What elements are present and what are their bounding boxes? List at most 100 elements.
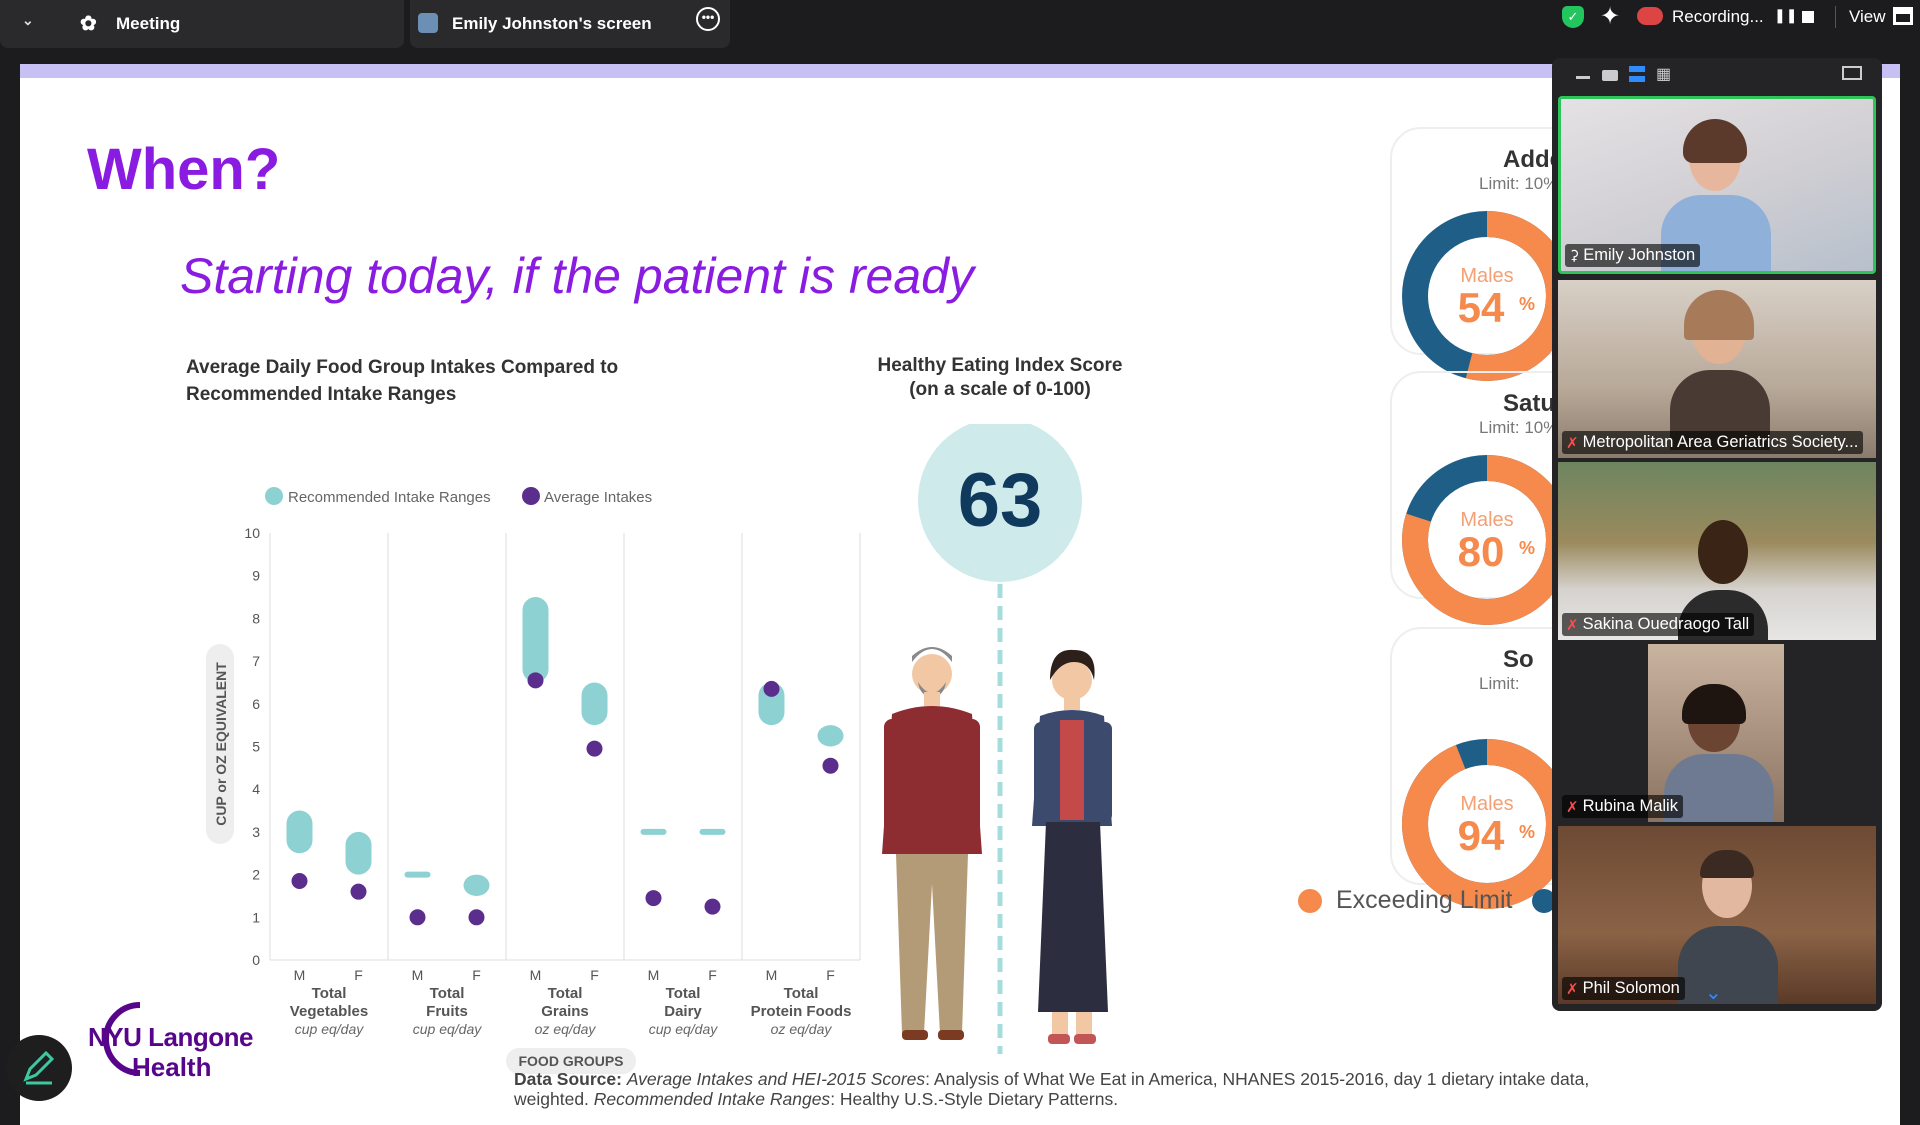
group-label: Total xyxy=(312,985,347,1002)
source-italic2: Recommended Intake Ranges xyxy=(593,1089,831,1109)
recommended-range-bar xyxy=(345,831,372,875)
mic-muted-icon: ✗ xyxy=(1566,616,1579,634)
average-intake-dot xyxy=(586,740,603,757)
participant-video xyxy=(1678,850,1778,1004)
donut-sex-label: Males xyxy=(1460,793,1513,815)
chevron-down-icon[interactable]: ⌄ xyxy=(22,12,34,28)
ai-companion-sparkle-icon[interactable]: ✦ xyxy=(1599,2,1621,30)
sex-label: F xyxy=(472,967,481,983)
group-label: Vegetables xyxy=(290,1003,368,1020)
donut-percent-sign: % xyxy=(1519,538,1535,558)
donut-value: 80 xyxy=(1458,528,1505,575)
stop-recording-icon[interactable] xyxy=(1802,11,1814,23)
video-panel-controls: ▦ xyxy=(1552,58,1882,92)
participant-video xyxy=(1670,290,1770,450)
participant-name: ✗ Metropolitan Area Geriatrics Society... xyxy=(1562,431,1864,454)
view-grid-icon[interactable] xyxy=(1893,7,1913,25)
pencil-icon xyxy=(23,1050,55,1085)
participant-name: ✗ Sakina Ouedraogo Tall xyxy=(1562,613,1755,636)
recommended-range-bar xyxy=(640,828,667,835)
more-options-icon[interactable]: ••• xyxy=(696,7,720,31)
legend-exceeding-limit: Exceeding Limit xyxy=(1298,886,1557,915)
security-shield-icon[interactable]: ✓ xyxy=(1562,6,1584,28)
average-intake-dot xyxy=(291,873,308,890)
slide-header-band xyxy=(20,64,1900,78)
group-label: Protein Foods xyxy=(751,1003,852,1020)
average-intake-dot xyxy=(468,909,485,926)
average-intake-dot xyxy=(350,883,367,900)
strip-view-icon[interactable] xyxy=(1629,66,1645,82)
nyu-langone-logo xyxy=(103,1002,141,1076)
group-label: Fruits xyxy=(426,1003,468,1020)
meeting-toolbar: ⌄ ✿ Meeting Emily Johnston's screen ••• … xyxy=(0,0,1920,48)
participant-name: ✗ Rubina Malik xyxy=(1562,795,1683,818)
participant-tile[interactable]: ✗ Sakina Ouedraogo Tall xyxy=(1558,462,1876,640)
donut-title: So xyxy=(1503,646,1534,673)
chart-title-line1: Average Daily Food Group Intakes Compare… xyxy=(186,357,619,378)
participant-tile[interactable]: ✗ Metropolitan Area Geriatrics Society... xyxy=(1558,280,1876,458)
recommended-range-bar xyxy=(286,810,313,854)
average-intake-dot xyxy=(822,757,839,774)
mic-muted-icon: ✗ xyxy=(1566,798,1579,816)
man-illustration xyxy=(882,647,982,1040)
sex-label: M xyxy=(648,967,660,983)
y-tick-label: 1 xyxy=(252,909,260,925)
legend-average-swatch xyxy=(522,487,540,505)
scroll-down-icon[interactable]: ⌄ xyxy=(1705,982,1722,1004)
participant-tile[interactable]: ✗ Rubina Malik xyxy=(1558,644,1876,822)
chart-title: Average Daily Food Group Intakes Compare… xyxy=(186,354,706,408)
y-tick-label: 6 xyxy=(252,696,260,712)
average-intake-dot xyxy=(763,680,780,697)
slide-heading: When? xyxy=(87,137,281,202)
y-tick-label: 2 xyxy=(252,867,260,883)
average-intake-dot xyxy=(409,909,426,926)
participant-tile[interactable]: ⚳ Emily Johnston xyxy=(1558,96,1876,274)
pause-recording-icon[interactable]: ❚❚ xyxy=(1774,7,1798,23)
source-text1: : Analysis of What We Eat in America, NH… xyxy=(514,1069,1590,1109)
y-tick-label: 4 xyxy=(252,781,260,797)
speaker-view-icon[interactable] xyxy=(1602,70,1618,81)
legend-average-label: Average Intakes xyxy=(544,489,652,506)
group-unit: cup eq/day xyxy=(649,1021,718,1037)
meeting-label: Meeting xyxy=(116,14,181,33)
legend-range-swatch xyxy=(265,487,283,505)
sex-label: M xyxy=(766,967,778,983)
group-label: Total xyxy=(784,985,819,1002)
popout-icon[interactable] xyxy=(1842,66,1862,80)
group-label: Dairy xyxy=(664,1003,702,1020)
exceeding-limit-swatch xyxy=(1298,888,1322,913)
y-tick-label: 5 xyxy=(252,739,260,755)
donut-value: 54 xyxy=(1458,284,1505,331)
mic-muted-icon: ✗ xyxy=(1566,434,1579,452)
recommended-range-bar xyxy=(404,871,431,878)
pin-icon: ⚳ xyxy=(1569,247,1580,263)
gallery-view-icon[interactable]: ▦ xyxy=(1656,66,1672,83)
screen-share-tab[interactable]: Emily Johnston's screen ••• xyxy=(410,0,730,48)
annotate-button[interactable] xyxy=(6,1035,72,1101)
participant-video xyxy=(1648,644,1784,822)
donut-card xyxy=(1390,371,1595,599)
view-button[interactable]: View xyxy=(1849,7,1886,26)
hei-title-line1: Healthy Eating Index Score xyxy=(877,355,1123,376)
sex-label: F xyxy=(590,967,599,983)
group-unit: oz eq/day xyxy=(535,1021,597,1037)
hei-figure: 63 xyxy=(882,424,1112,1054)
donut-limit: Limit: 10% xyxy=(1479,418,1558,437)
participant-name: ✗ Phil Solomon xyxy=(1562,977,1685,1000)
sex-label: M xyxy=(294,967,306,983)
y-tick-label: 8 xyxy=(252,610,260,626)
donut-sex-label: Males xyxy=(1460,509,1513,531)
minimize-icon[interactable] xyxy=(1576,76,1590,79)
participant-tile[interactable]: ✗ Phil Solomon xyxy=(1558,826,1876,1004)
video-panel: ▦ ⚳ Emily Johnston ✗ Metropolitan Area Ger… xyxy=(1552,58,1882,1011)
y-tick-label: 3 xyxy=(252,824,260,840)
source-italic1: Average Intakes and HEI-2015 Scores xyxy=(626,1069,926,1089)
recommended-range-bar xyxy=(581,682,608,726)
chart-title-line2: Recommended Intake Ranges xyxy=(186,384,457,405)
mic-muted-icon: ✗ xyxy=(1566,980,1579,998)
y-tick-label: 7 xyxy=(252,653,260,669)
sex-label: M xyxy=(412,967,424,983)
donut-value: 94 xyxy=(1458,812,1505,859)
meeting-tab[interactable]: ⌄ ✿ Meeting xyxy=(0,0,404,48)
woman-illustration xyxy=(1032,649,1112,1044)
